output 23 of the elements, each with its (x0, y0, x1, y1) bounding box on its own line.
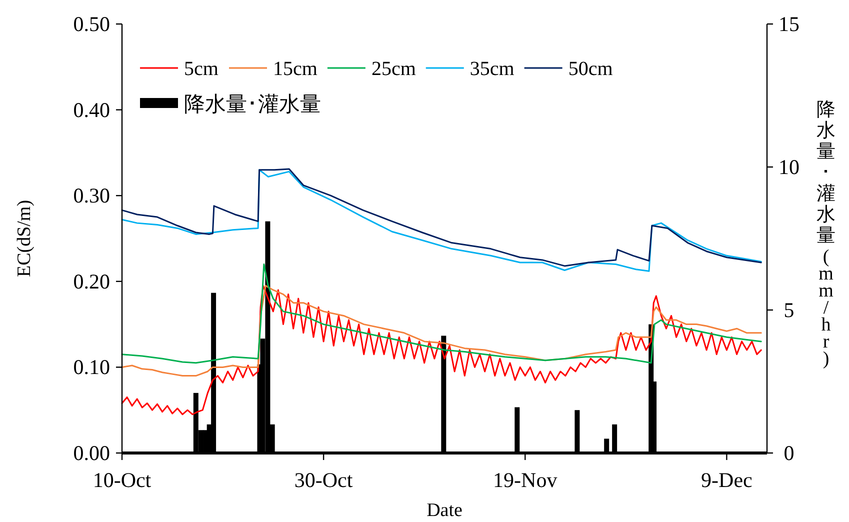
y2-tick-label: 0 (784, 441, 794, 465)
x-tick-label: 10-Oct (92, 468, 152, 492)
legend-label: 15cm (273, 58, 318, 80)
y-tick-label: 0.10 (73, 355, 110, 380)
y-tick-label: 0.00 (73, 441, 110, 465)
y2-tick-label: 5 (784, 298, 794, 322)
text: 降水量･灌水量(mm/hr) (816, 100, 836, 370)
legend-label: 降水量･灌水量 (184, 92, 321, 116)
y-tick-label: 0.40 (73, 98, 110, 122)
legend-label: 25cm (371, 58, 416, 80)
y-axis-title: EC(dS/m) (14, 200, 35, 278)
legend-label: 35cm (470, 58, 515, 80)
x-tick-label: 30-Oct (294, 468, 353, 492)
legend-label: 50cm (568, 58, 614, 80)
x-tick-label: 9-Dec (701, 468, 752, 492)
y2-tick-label: 15 (778, 12, 800, 36)
y-tick-label: 0.30 (73, 184, 110, 208)
y-tick-label: 0.20 (73, 269, 110, 294)
legend-label: 5cm (184, 58, 219, 80)
x-tick-label: 19-Nov (493, 468, 558, 492)
x-axis-title: Date (426, 500, 462, 521)
y-tick-label: 0.50 (73, 12, 110, 36)
y2-tick-label: 10 (778, 155, 800, 179)
